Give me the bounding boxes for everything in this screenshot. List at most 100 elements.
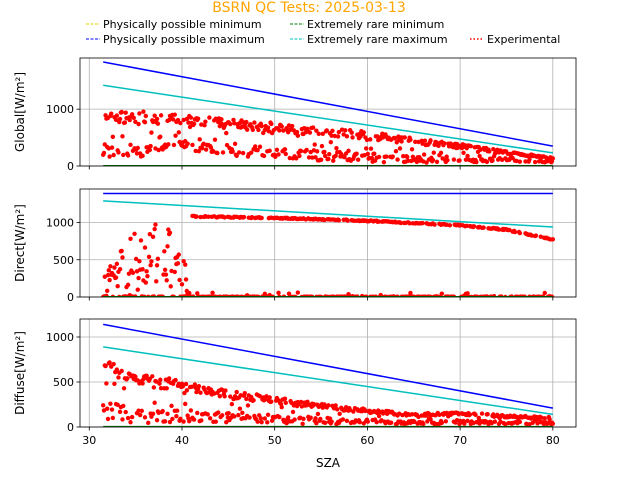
data-point bbox=[223, 388, 228, 393]
data-point bbox=[193, 148, 198, 154]
axes-frame bbox=[79, 57, 577, 167]
data-point bbox=[206, 214, 211, 219]
data-point bbox=[244, 396, 249, 402]
data-point bbox=[327, 151, 332, 157]
data-point bbox=[136, 408, 141, 413]
data-point bbox=[198, 390, 203, 395]
data-point bbox=[295, 133, 301, 138]
y-tick-label: 0 bbox=[67, 291, 74, 304]
data-point bbox=[140, 153, 145, 159]
data-point bbox=[125, 282, 131, 288]
data-point bbox=[421, 152, 427, 157]
data-point bbox=[125, 415, 131, 421]
data-point bbox=[107, 277, 112, 283]
data-point bbox=[550, 156, 556, 161]
y-axis-label: Direct[W/m²] bbox=[13, 204, 27, 282]
data-point bbox=[170, 117, 176, 122]
data-point bbox=[261, 153, 267, 159]
data-point bbox=[120, 417, 125, 422]
data-point bbox=[304, 403, 309, 408]
data-point bbox=[135, 287, 140, 292]
y-axis-label: Diffuse[W/m²] bbox=[13, 331, 27, 415]
data-point bbox=[163, 272, 169, 277]
data-point bbox=[103, 363, 108, 369]
data-point bbox=[179, 282, 185, 287]
data-point bbox=[213, 116, 218, 121]
data-point bbox=[129, 112, 135, 117]
data-point bbox=[481, 225, 486, 230]
data-point bbox=[137, 412, 143, 418]
data-point bbox=[166, 376, 172, 381]
data-point bbox=[166, 142, 171, 147]
data-point bbox=[165, 244, 170, 249]
data-point bbox=[151, 385, 157, 390]
data-point bbox=[442, 141, 447, 146]
data-point bbox=[365, 151, 371, 157]
data-point bbox=[188, 408, 194, 413]
legend: Physically possible minimum Extremely rar… bbox=[86, 18, 560, 46]
data-point bbox=[183, 401, 188, 407]
y-tick-label: 1000 bbox=[46, 217, 74, 230]
data-point bbox=[454, 141, 460, 147]
data-point bbox=[477, 153, 482, 159]
data-point bbox=[253, 144, 258, 149]
data-point bbox=[244, 127, 250, 132]
data-point bbox=[444, 154, 449, 159]
data-point bbox=[465, 153, 470, 159]
data-point bbox=[329, 133, 334, 138]
data-point bbox=[128, 236, 133, 242]
data-point bbox=[259, 215, 264, 221]
data-point bbox=[158, 113, 164, 118]
data-point bbox=[229, 401, 235, 407]
data-point bbox=[134, 151, 140, 156]
data-point bbox=[234, 153, 239, 159]
data-point bbox=[523, 159, 528, 164]
data-point bbox=[158, 385, 164, 391]
data-point bbox=[202, 122, 207, 128]
data-point bbox=[368, 137, 373, 142]
legend-item-rare-max: Extremely rare maximum bbox=[290, 33, 448, 46]
y-tick-label: 0 bbox=[67, 421, 74, 434]
data-point bbox=[484, 159, 490, 165]
data-point bbox=[164, 278, 169, 283]
data-point bbox=[117, 409, 123, 415]
data-point bbox=[189, 384, 194, 389]
data-point bbox=[120, 255, 125, 260]
data-point bbox=[277, 128, 282, 133]
data-point bbox=[428, 417, 433, 422]
data-point bbox=[457, 158, 462, 163]
data-point bbox=[183, 381, 189, 387]
line-max bbox=[103, 323, 553, 409]
data-point bbox=[262, 416, 268, 421]
data-point bbox=[133, 256, 139, 262]
panel-global: 0 1000 Global[W/m²] bbox=[13, 57, 577, 173]
data-point bbox=[322, 153, 328, 159]
data-point bbox=[331, 158, 336, 163]
data-point bbox=[372, 151, 377, 156]
data-point bbox=[265, 125, 271, 130]
line-rare-max bbox=[103, 346, 553, 416]
data-point bbox=[308, 415, 313, 420]
data-point bbox=[318, 157, 324, 163]
data-point bbox=[340, 417, 346, 422]
data-point bbox=[237, 406, 243, 411]
data-point bbox=[162, 419, 168, 424]
data-point bbox=[114, 261, 120, 267]
data-point bbox=[301, 416, 306, 422]
panels: 0 1000 Global[W/m²] 0 500 1000 Direct[W/m²] 0 50… bbox=[13, 57, 577, 447]
data-point bbox=[281, 128, 286, 133]
data-point bbox=[219, 117, 224, 122]
data-point bbox=[334, 146, 339, 151]
data-point bbox=[405, 154, 410, 160]
data-point bbox=[266, 129, 272, 134]
data-point bbox=[136, 121, 141, 127]
data-point bbox=[279, 124, 284, 129]
data-point bbox=[326, 156, 331, 162]
data-point bbox=[351, 409, 356, 414]
data-point bbox=[341, 132, 346, 137]
data-point bbox=[154, 379, 159, 384]
data-point bbox=[152, 226, 157, 232]
data-point bbox=[245, 403, 251, 408]
data-point bbox=[122, 120, 128, 125]
data-point bbox=[176, 381, 181, 387]
